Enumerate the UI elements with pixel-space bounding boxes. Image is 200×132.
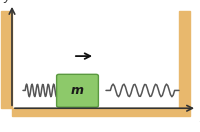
Bar — [12, 108, 190, 116]
Text: x: x — [199, 112, 200, 125]
Text: m: m — [71, 84, 84, 97]
Text: y: y — [3, 0, 11, 3]
Bar — [179, 11, 190, 108]
Bar — [1, 11, 12, 108]
FancyBboxPatch shape — [57, 74, 98, 107]
